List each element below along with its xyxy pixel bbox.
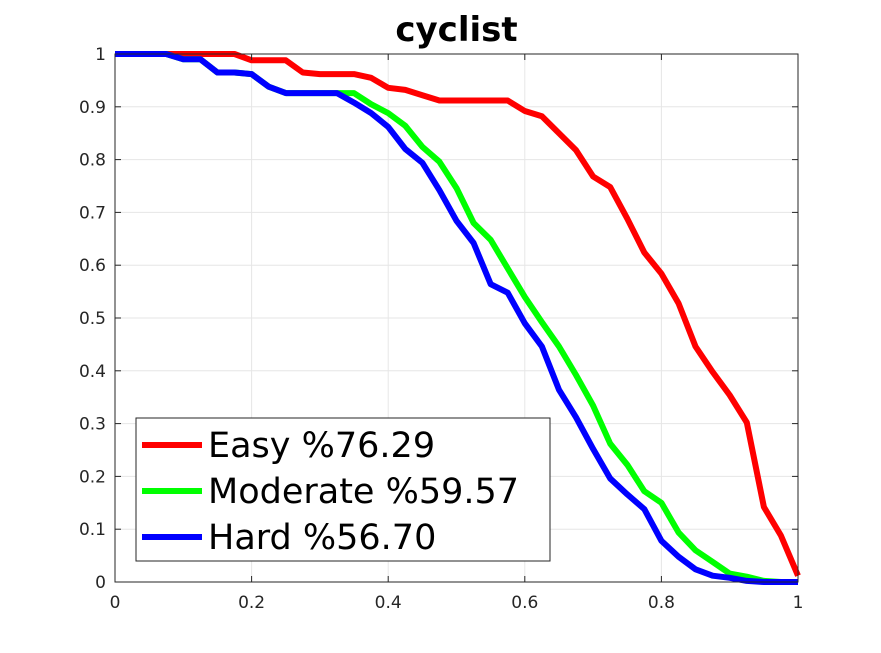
- y-tick-label: 0.5: [79, 309, 106, 329]
- x-tick-label: 0.8: [648, 593, 675, 613]
- legend-label-hard: Hard %56.70: [208, 518, 436, 558]
- y-tick-label: 0.4: [79, 362, 106, 382]
- y-tick-label: 0.6: [79, 256, 106, 276]
- legend-label-moderate: Moderate %59.57: [208, 472, 519, 512]
- series-line-hard: [115, 51, 798, 585]
- chart-title: cyclist: [395, 10, 517, 50]
- x-tick-label: 0.4: [375, 593, 402, 613]
- x-tick-label: 0.2: [238, 593, 265, 613]
- x-tick-label: 1: [793, 593, 804, 613]
- x-tick-label: 0.6: [511, 593, 538, 613]
- y-tick-label: 1: [95, 45, 106, 65]
- y-tick-label: 0: [95, 573, 106, 593]
- series-line-easy: [115, 51, 801, 577]
- y-tick-label: 0.9: [79, 98, 106, 118]
- y-tick-label: 0.1: [79, 520, 106, 540]
- y-tick-label: 0.8: [79, 151, 106, 171]
- y-tick-label: 0.2: [79, 467, 106, 487]
- y-tick-label: 0.7: [79, 203, 106, 223]
- y-tick-label: 0.3: [79, 415, 106, 435]
- legend-label-easy: Easy %76.29: [208, 426, 435, 466]
- series-layer: [115, 51, 801, 585]
- axis-ticks: 0 0.2 0.4 0.6 0.8 1 0 0.1 0.2 0.3 0.4 0.5 0.6 0.7 0.8 0…: [79, 45, 803, 613]
- legend: Easy %76.29 Moderate %59.57 Hard %56.70: [135, 417, 551, 562]
- x-tick-label: 0: [110, 593, 121, 613]
- legend-box: [135, 417, 551, 562]
